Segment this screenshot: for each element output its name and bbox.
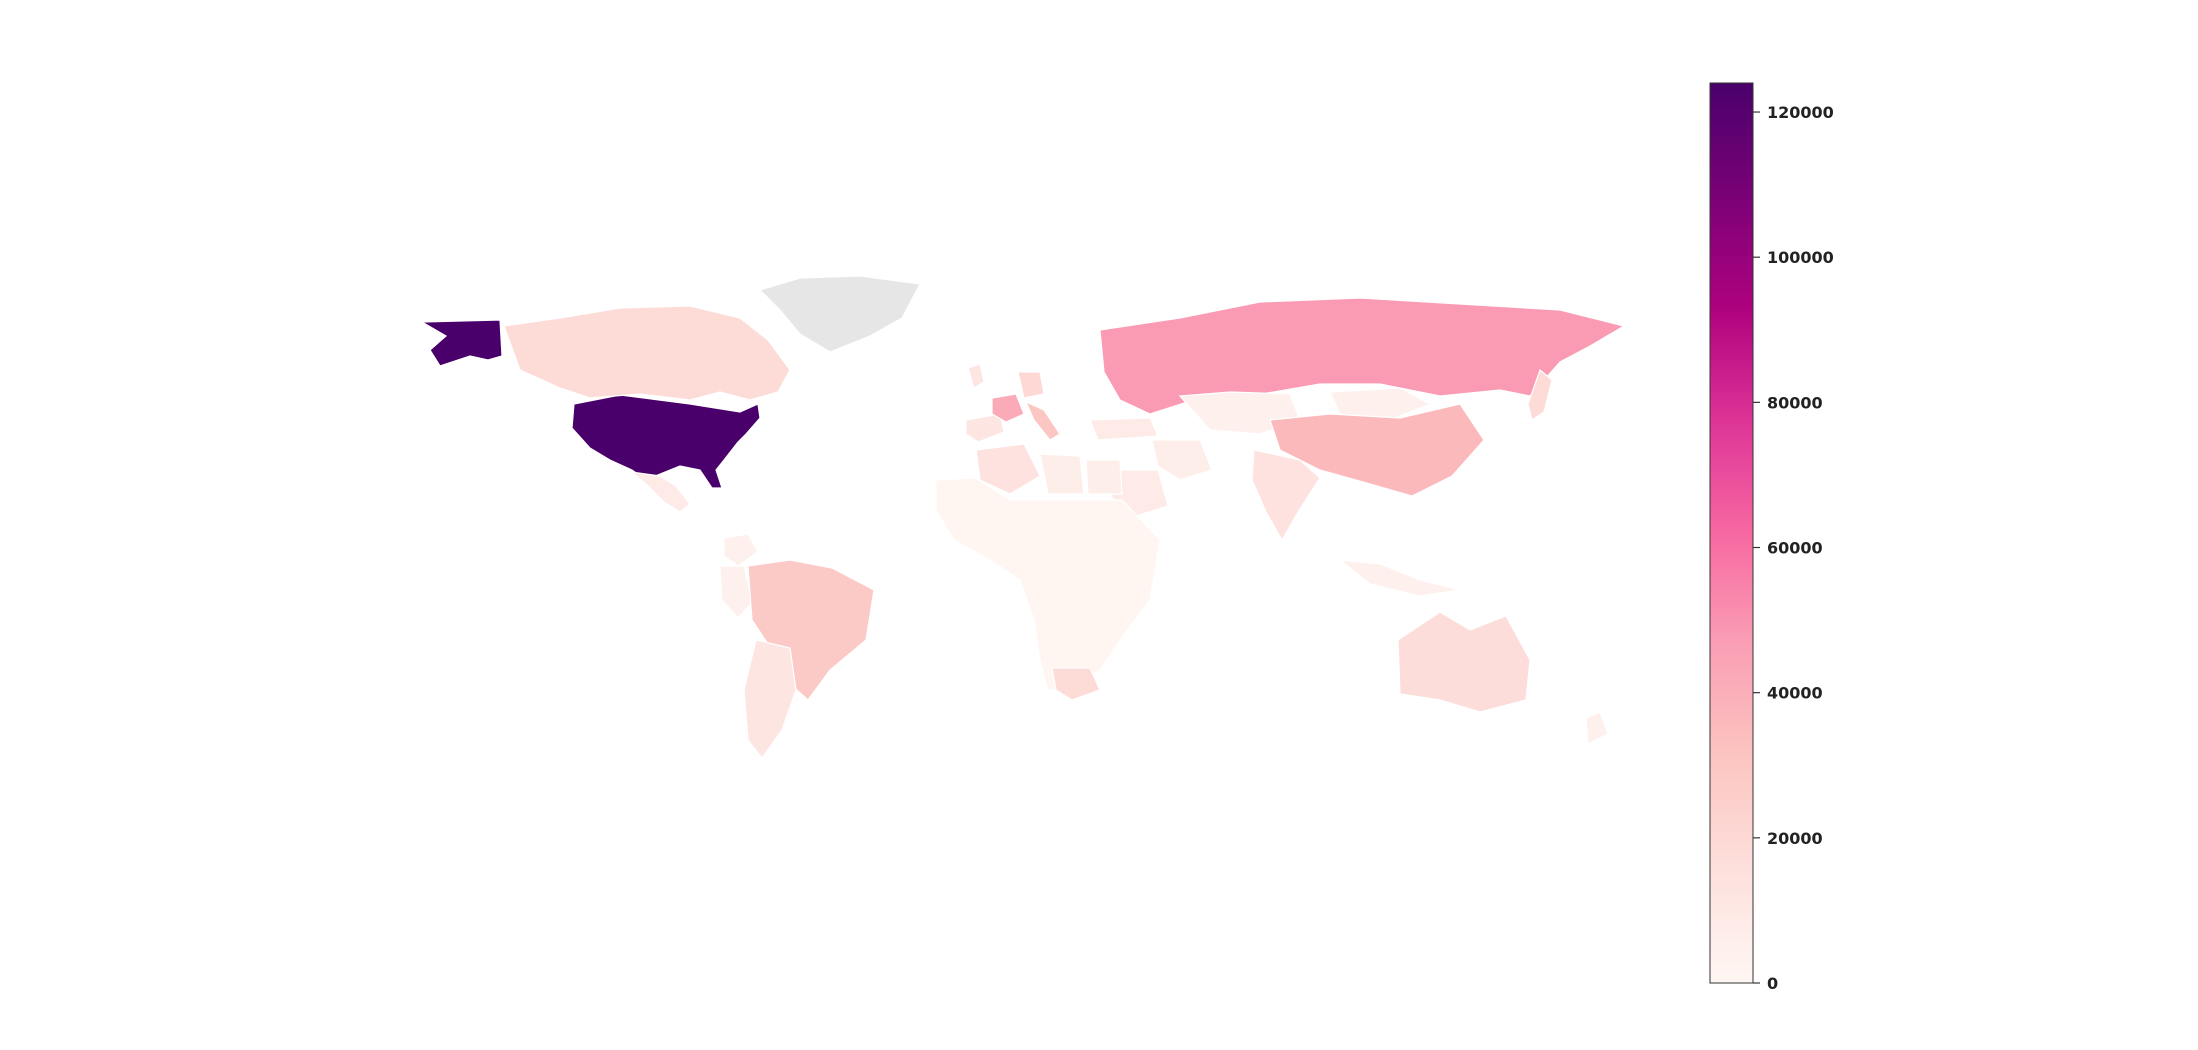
colorbar-tick-label: 0 <box>1767 974 1778 993</box>
country-germany <box>1017 371 1045 399</box>
colorbar-tick-label: 20000 <box>1767 829 1823 848</box>
country-alaska <box>419 319 503 367</box>
country-australia <box>1397 611 1531 713</box>
country-china <box>1269 403 1485 497</box>
colorbar-tick-label: 80000 <box>1767 393 1823 412</box>
country-turkey <box>1089 417 1159 441</box>
country-russia <box>1099 297 1626 415</box>
country-peru <box>719 565 753 619</box>
country-greenland <box>758 275 921 353</box>
country-libya <box>1039 453 1085 495</box>
country-south-africa <box>1051 667 1101 701</box>
country-colombia <box>723 533 759 567</box>
country-united-kingdom <box>967 363 985 389</box>
colorbar-tick-label: 60000 <box>1767 539 1823 558</box>
country-new-zealand <box>1585 711 1609 745</box>
country-algeria <box>975 443 1041 495</box>
country-united-states <box>571 394 761 489</box>
country-mexico <box>630 471 691 513</box>
colorbar-tick-label: 100000 <box>1767 248 1834 267</box>
country-mongolia <box>1329 387 1432 421</box>
country-indonesia <box>1338 559 1461 597</box>
country-italy <box>1024 400 1061 441</box>
colorbar-tick-label: 40000 <box>1767 684 1823 703</box>
country-argentina <box>743 639 797 760</box>
country-canada <box>503 305 791 401</box>
country-brazil <box>747 559 875 701</box>
country-india <box>1251 449 1321 542</box>
country-iran <box>1151 439 1213 481</box>
country-france <box>991 393 1025 423</box>
country-egypt <box>1085 459 1123 495</box>
colorbar-gradient <box>1709 82 1754 984</box>
country-japan <box>1527 368 1553 421</box>
colorbar-tick-label: 120000 <box>1767 103 1834 122</box>
